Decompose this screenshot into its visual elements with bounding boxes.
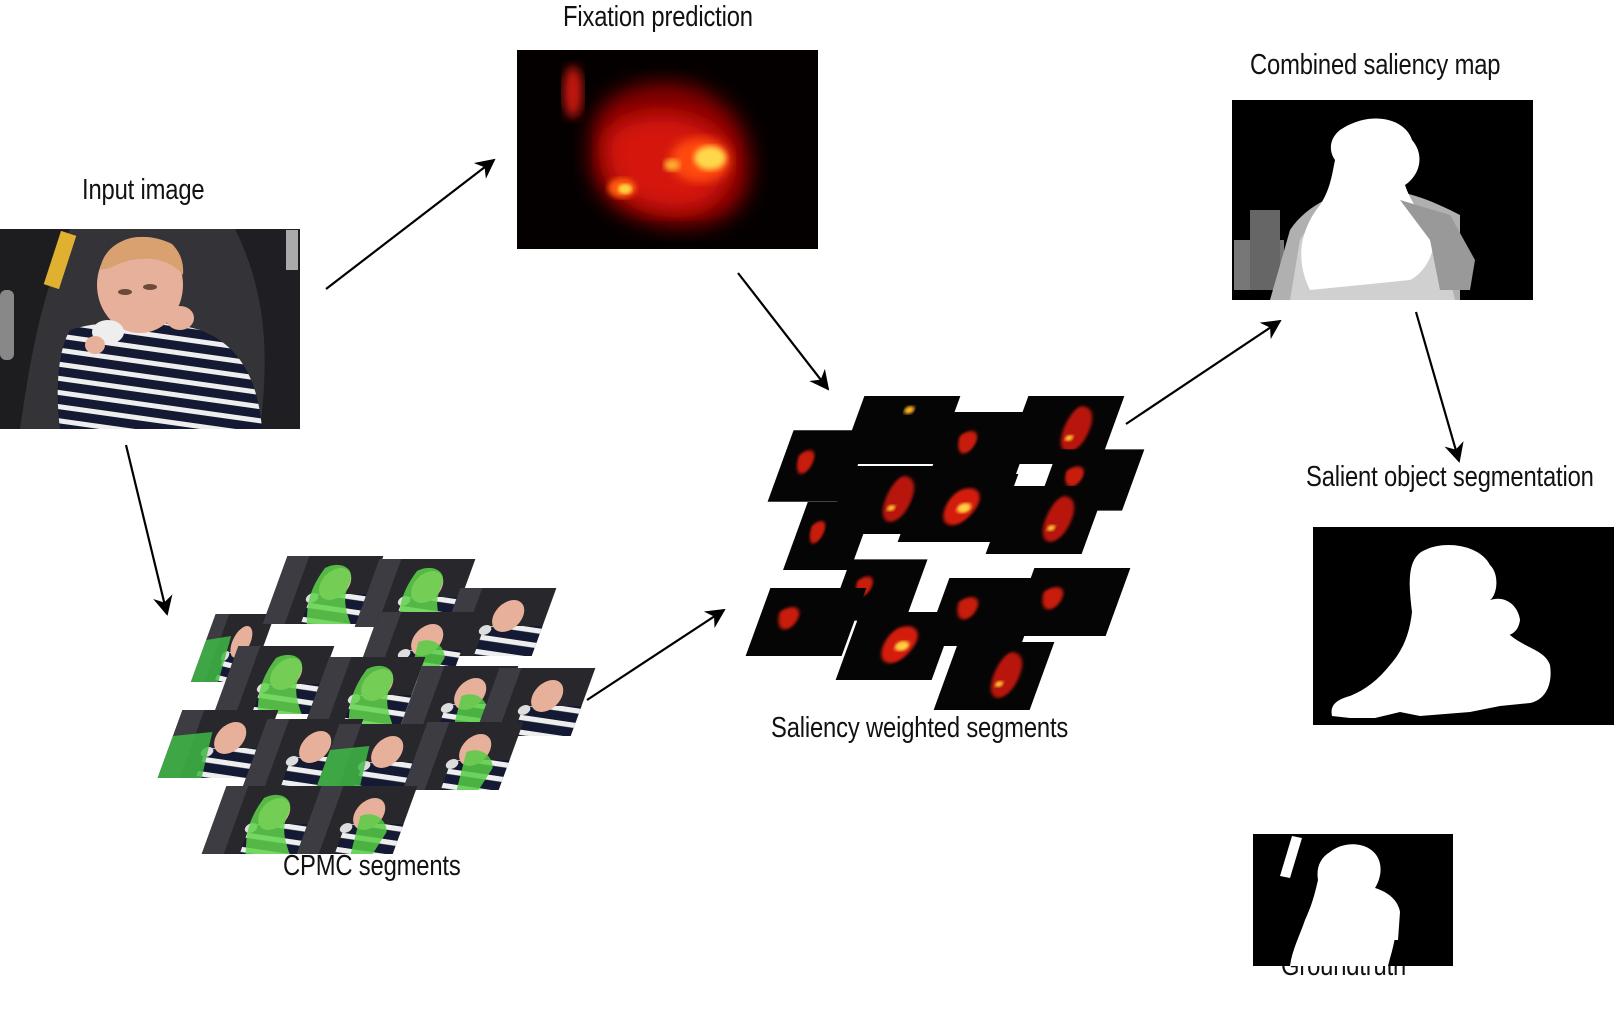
arrow-input-to-cpmc [124,444,173,616]
arrow-cpmc-to-weighted [586,608,726,701]
label-combined-saliency-map: Combined saliency map [1250,49,1501,81]
label-input-image: Input image [82,174,205,206]
cpmc-segments-stack [156,556,599,858]
arrow-fixation-to-weighted [737,272,830,391]
arrow-input-to-fixation [325,158,496,290]
fixation-prediction-map [517,50,818,249]
salient-object-segmentation-map [1313,527,1614,725]
arrows [124,158,1464,701]
combined-saliency-map [1232,100,1533,300]
saliency-weighted-segments-stack [746,396,1145,710]
input-image [0,229,300,429]
arrow-combined-to-segmentation [1414,311,1464,463]
label-cpmc-segments: CPMC segments [283,850,461,882]
groundtruth-map [1253,834,1453,966]
arrow-weighted-to-combined [1125,319,1282,425]
label-salient-object-segmentation: Salient object segmentation [1306,461,1594,493]
label-saliency-weighted-segments: Saliency weighted segments [771,712,1069,744]
label-fixation-prediction: Fixation prediction [563,1,753,33]
